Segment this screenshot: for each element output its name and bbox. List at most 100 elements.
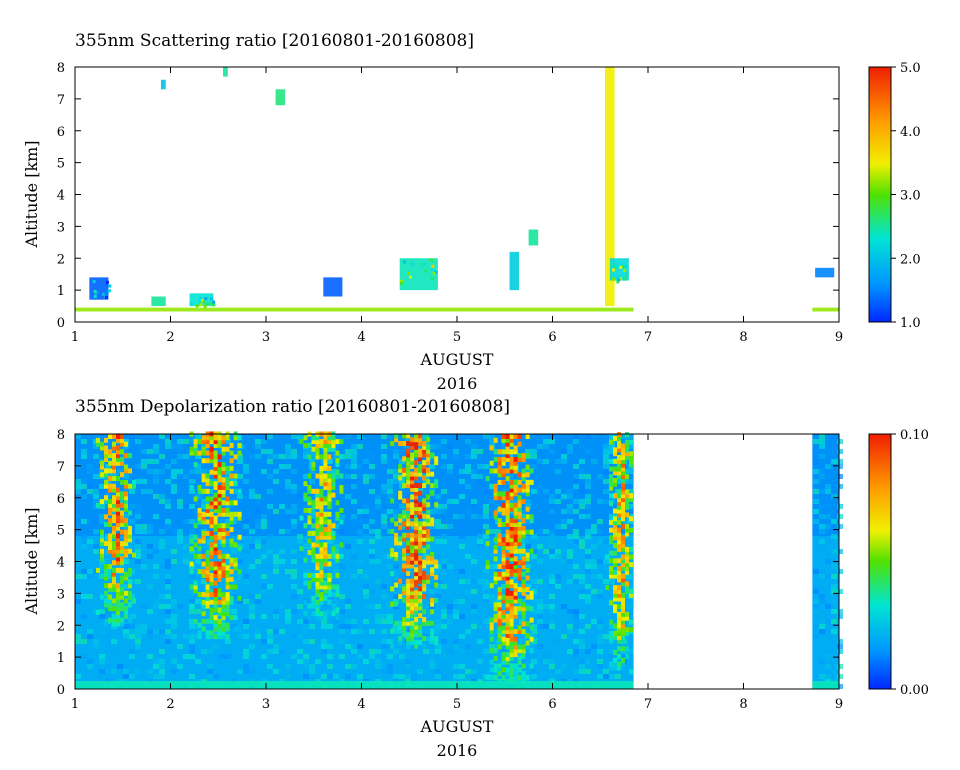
depol-noise <box>111 669 117 674</box>
depol-band-4-cell <box>509 609 514 615</box>
depol-noise <box>441 614 447 619</box>
depol-band-0-cell <box>112 598 117 604</box>
depol-band-2-cell <box>299 546 304 552</box>
depol-band-3-cell <box>406 616 411 622</box>
depol-band-4-cell <box>525 506 530 512</box>
depol-noise <box>189 609 195 614</box>
depol-noise <box>141 529 147 534</box>
scattering-speckle <box>432 271 436 275</box>
depol-band-4-cell <box>505 533 510 539</box>
depol-band-2-cell <box>323 446 328 452</box>
depol-band-5-cell <box>613 562 618 568</box>
depol-band-1-cell <box>201 538 206 544</box>
depol-band-3-cell <box>406 594 411 600</box>
depol-band-3-cell <box>406 471 411 477</box>
depol-noise <box>441 584 447 589</box>
y-tick-label: 5 <box>57 157 65 172</box>
depol-band-5-cell <box>609 661 614 667</box>
depol-band-4-cell <box>509 590 514 596</box>
depol-band-2-cell <box>315 527 320 533</box>
depol-band-1-cell <box>193 496 198 502</box>
depol-band-3-cell <box>422 586 427 592</box>
depol-noise <box>273 479 279 484</box>
depol-noise <box>165 604 171 609</box>
depol-band-0-cell <box>124 468 129 474</box>
depol-band-4-cell <box>521 648 526 654</box>
depol-band-5-cell <box>621 466 626 472</box>
depol-noise <box>237 459 243 464</box>
depol-noise <box>627 504 633 509</box>
depol-noise <box>207 664 213 669</box>
depol-band-3-cell <box>422 483 427 489</box>
depol-band-0-cell <box>108 537 113 543</box>
depol-noise <box>321 639 327 644</box>
depol-noise <box>159 629 165 634</box>
depol-band-4-cell <box>521 587 526 592</box>
depol-noise <box>603 444 609 449</box>
depol-noise <box>531 649 537 654</box>
depol-band-2-cell <box>315 473 320 479</box>
y-tick-label: 2 <box>57 619 65 634</box>
depol-band-2-cell <box>335 584 340 590</box>
depol-band-1-cell <box>213 580 218 586</box>
scattering-speckle <box>98 283 102 287</box>
depol-band-1-cell <box>209 599 214 605</box>
depol-noise <box>837 674 843 679</box>
depol-band-1-cell <box>221 626 226 632</box>
depol-band-4-cell <box>525 434 530 439</box>
depol-band-2-cell <box>323 611 328 617</box>
depol-noise <box>831 589 837 594</box>
depol-noise <box>153 659 159 664</box>
depol-band-1-cell <box>193 553 198 559</box>
depol-band-1-cell <box>221 511 226 517</box>
depol-band-1-cell <box>221 538 226 544</box>
scattering-speckle <box>422 262 426 266</box>
depol-noise <box>819 514 825 519</box>
depol-band-0-cell <box>124 441 129 447</box>
depol-noise <box>345 479 351 484</box>
depol-band-5-cell <box>629 669 634 675</box>
depol-band-0-cell <box>112 541 117 547</box>
depol-band-4-cell <box>493 556 498 562</box>
depol-band-1-cell <box>225 477 230 483</box>
depol-noise <box>825 649 831 654</box>
depol-band-3-cell <box>430 452 435 458</box>
depol-band-4-cell <box>501 537 506 543</box>
depol-band-1-cell <box>201 515 206 521</box>
depol-band-3-cell <box>414 578 419 584</box>
depol-band-4-cell <box>505 495 510 501</box>
depol-noise <box>381 449 387 454</box>
depol-band-5-cell <box>617 573 622 579</box>
depol-noise <box>75 479 81 484</box>
depol-band-2-cell <box>335 607 340 613</box>
depol-band-5-cell <box>609 539 614 545</box>
depol-band-0-cell <box>128 571 133 577</box>
depol-noise <box>99 574 105 579</box>
depol-band-4-cell <box>513 583 518 589</box>
depol-band-5-cell <box>613 657 618 663</box>
depol-noise <box>183 634 189 639</box>
depol-band-5-cell <box>609 565 614 571</box>
depol-band-5-cell <box>617 493 622 499</box>
depol-band-4-cell <box>489 583 494 589</box>
depol-noise <box>339 609 345 614</box>
depol-noise <box>573 614 579 619</box>
depol-band-4-cell <box>525 606 530 612</box>
depol-band-4-cell <box>509 556 514 562</box>
colorbar-ticks: 1.02.03.04.05.0 <box>891 61 921 331</box>
depol-band-0-cell <box>120 556 125 562</box>
depol-noise <box>93 644 99 649</box>
depol-band-4-cell <box>497 575 502 581</box>
depol-noise <box>555 499 561 504</box>
depol-noise <box>219 654 225 659</box>
depol-band-2-cell <box>323 462 328 468</box>
depol-band-0-cell <box>120 460 125 466</box>
depol-band-5-cell <box>617 638 622 644</box>
depol-noise <box>159 564 165 569</box>
depol-noise <box>147 634 153 639</box>
depol-band-1-cell <box>229 599 234 605</box>
depol-band-3-cell <box>398 490 403 496</box>
depol-noise <box>369 629 375 634</box>
depol-band-1-cell <box>209 565 214 571</box>
